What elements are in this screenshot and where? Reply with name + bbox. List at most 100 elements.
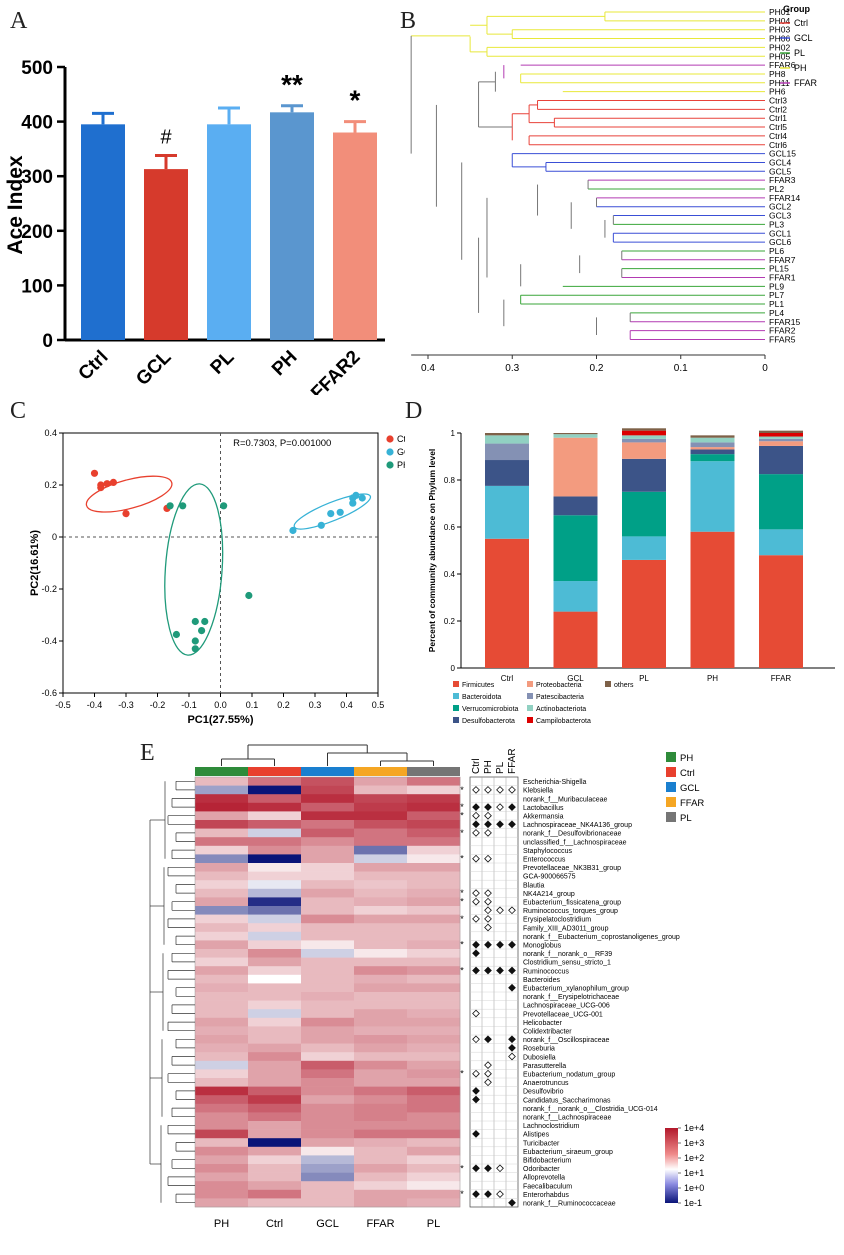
open-diamond-marker — [484, 915, 492, 923]
heatmap-cell — [354, 880, 408, 890]
open-diamond-marker — [484, 1078, 492, 1087]
y-tick-label: 0.4 — [44, 428, 57, 438]
legend-marker — [386, 435, 394, 443]
y-tick-label: 0.6 — [444, 523, 456, 532]
heatmap-cell — [407, 1146, 461, 1156]
heatmap-cell — [407, 1078, 461, 1087]
row-label: unclassified_f__Lachnospiraceae — [523, 839, 627, 846]
confidence-ellipse-gcl — [293, 493, 372, 530]
heatmap-cell — [195, 1155, 249, 1165]
bar-segment-firmicutes — [553, 611, 598, 668]
row-label: Bacteroides — [523, 977, 560, 984]
significance-mark: * — [350, 85, 361, 116]
bar-pl — [207, 124, 251, 340]
group-legend-label: Ctrl — [680, 768, 695, 779]
heatmap-cell — [407, 1112, 461, 1122]
bar-segment-firmicutes — [622, 559, 666, 668]
sig-column-label: Ctrl — [471, 758, 482, 774]
y-tick-label: 200 — [21, 222, 53, 243]
confidence-ellipse-ph — [164, 483, 224, 656]
colorbar — [665, 1128, 678, 1203]
legend-swatch — [527, 717, 533, 723]
scatter-point-ctrl — [109, 478, 117, 486]
legend-label: GCL — [794, 33, 813, 43]
heatmap-cell — [407, 854, 461, 864]
heatmap-cell — [407, 966, 461, 976]
leaf-label: FFAR3 — [769, 175, 796, 185]
leaf-label: PH8 — [769, 69, 786, 79]
leaf-label: FFAR6 — [769, 60, 796, 70]
heatmap-cell — [301, 1078, 355, 1087]
open-diamond-marker — [472, 1069, 480, 1078]
heatmap-cell — [248, 1181, 302, 1191]
row-label: norank_f__norank_o__RF39 — [523, 951, 612, 958]
significance-star: * — [460, 854, 464, 864]
bar-segment-proteobacteria — [553, 437, 598, 497]
bar-segment-proteobacteria — [622, 442, 666, 459]
heatmap-cell — [248, 914, 302, 924]
legend-label: PL — [794, 48, 805, 58]
heatmap-cell — [195, 1086, 249, 1096]
filled-diamond-marker — [496, 820, 504, 829]
row-label: Eubacterium_siraeum_group — [523, 1149, 613, 1156]
column-group-bar — [195, 767, 248, 776]
heatmap-cell — [195, 794, 249, 804]
heatmap-cell — [248, 785, 302, 795]
row-label: Enterococcus — [523, 857, 566, 864]
heatmap-cell — [354, 845, 408, 855]
bar-segment-others — [690, 435, 735, 438]
heatmap-cell — [354, 1112, 408, 1122]
heatmap-cell — [301, 914, 355, 924]
heatmap-cell — [407, 785, 461, 795]
scatter-point-ph — [172, 630, 180, 639]
significance-star: * — [460, 1189, 464, 1199]
heatmap-cell — [407, 1198, 461, 1208]
heatmap-cell — [407, 863, 461, 872]
heatmap-cell — [407, 1181, 461, 1191]
heatmap-cell — [354, 1009, 408, 1019]
heatmap-cell — [354, 1000, 408, 1010]
heatmap-cell — [195, 1043, 249, 1053]
leaf-label: PH05 — [769, 51, 791, 61]
y-tick-label: 100 — [21, 276, 53, 297]
row-label: Prevotellaceae_NK3B31_group — [523, 865, 621, 872]
heatmap-cell — [248, 1189, 302, 1199]
heatmap-cell — [407, 1069, 461, 1079]
heatmap-cell — [248, 802, 302, 812]
heatmap-cell — [354, 906, 408, 915]
filled-diamond-marker — [496, 966, 504, 975]
heatmap-cell — [195, 1138, 249, 1148]
heatmap-cell — [248, 1009, 302, 1019]
scatter-point-gcl — [349, 499, 357, 507]
row-label: Eubacterium_fissicatena_group — [523, 900, 621, 907]
leaf-label: PL4 — [769, 308, 784, 318]
heatmap-cell — [248, 888, 302, 898]
significance-star: * — [460, 802, 464, 812]
heatmap-cell — [195, 1146, 249, 1156]
filled-diamond-marker — [508, 803, 516, 811]
row-label: Lactobacillus — [523, 805, 564, 812]
ace-index-bar-chart: 0 100 200 300 400 500 Ace Index Ctrl # GCL PL ** PH *… — [4, 58, 385, 395]
filled-diamond-marker — [484, 820, 492, 829]
open-diamond-marker — [484, 897, 492, 906]
bar-segment-actinobacteriota — [485, 435, 529, 444]
filled-diamond-marker — [472, 940, 480, 949]
y-tick-label: -0.4 — [41, 636, 57, 646]
x-tick-label: -0.5 — [55, 700, 71, 710]
column-label: PH — [214, 1218, 229, 1230]
legend-swatch — [453, 717, 459, 723]
row-label: norank_f__norank_o__Clostridia_UCG-014 — [523, 1106, 658, 1113]
heatmap-cell — [195, 820, 249, 829]
heatmap-cell — [301, 906, 355, 915]
heatmap-cell — [195, 828, 249, 838]
sig-column-label: PL — [495, 761, 506, 774]
x-tick-label: PL — [207, 346, 239, 378]
leaf-label: PL15 — [769, 264, 789, 274]
legend-swatch — [605, 681, 611, 687]
heatmap-cell — [407, 888, 461, 898]
scatter-point-ctrl — [122, 510, 130, 518]
bar-segment-bacteroidota — [690, 461, 735, 532]
significance-star: * — [460, 897, 464, 907]
leaf-label: Ctrl4 — [769, 131, 787, 141]
heatmap-cell — [354, 1069, 408, 1079]
